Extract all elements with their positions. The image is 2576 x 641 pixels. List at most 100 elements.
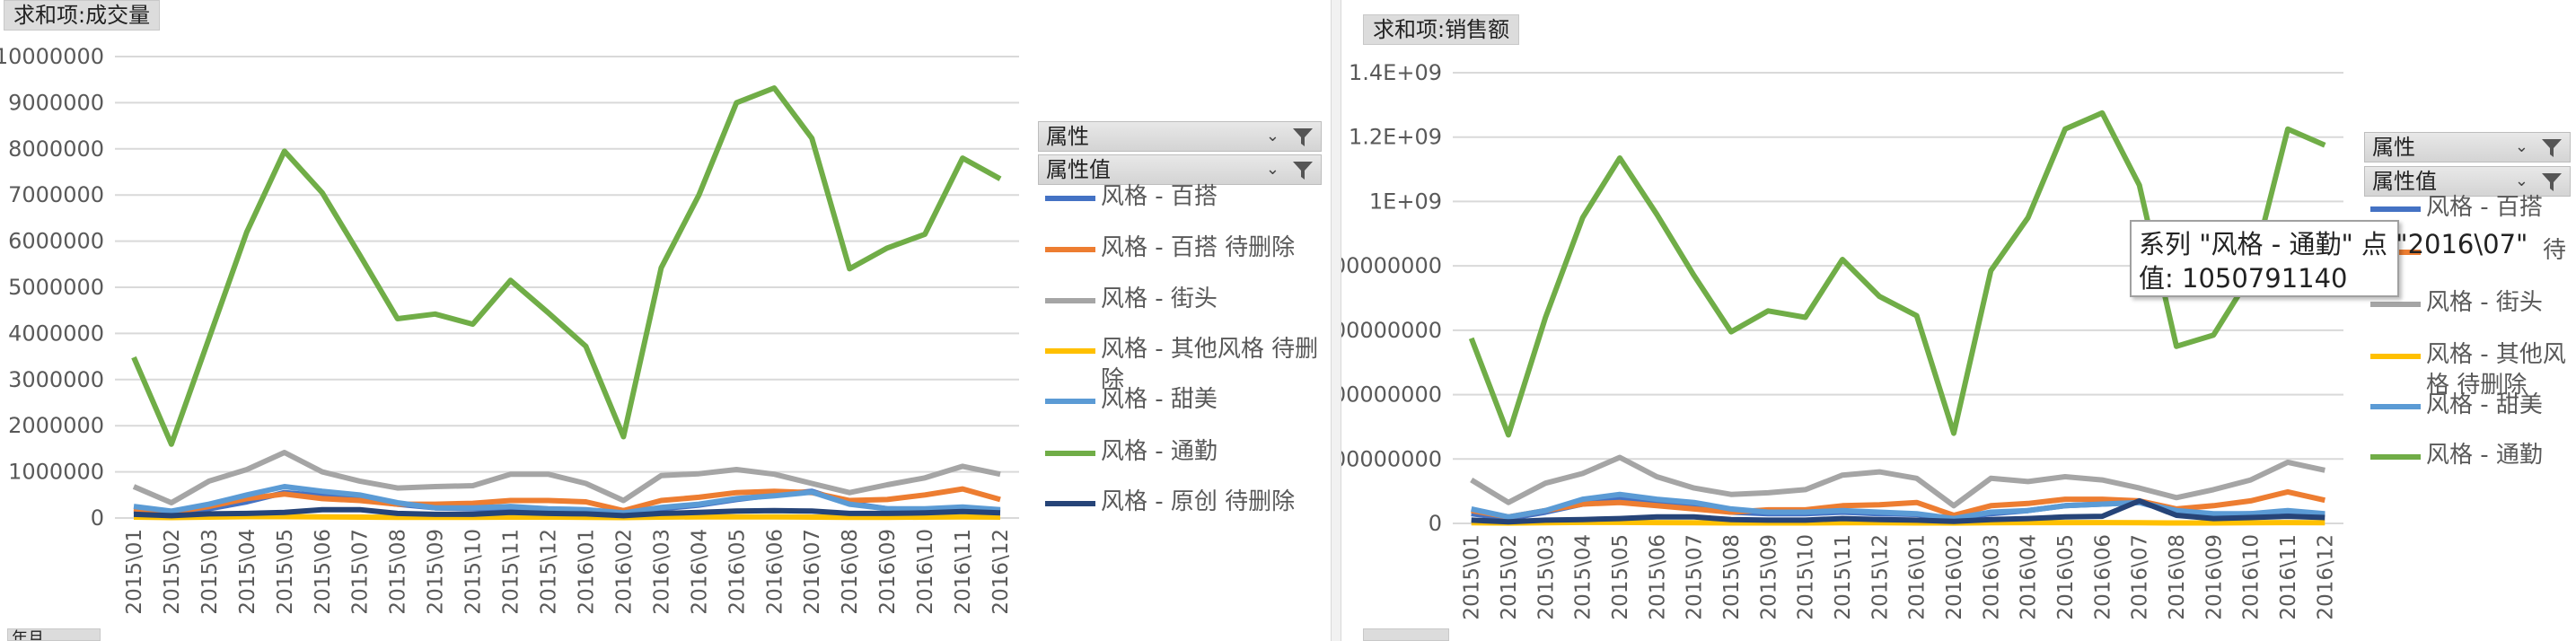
dropdown-arrow-icon: ⌄ bbox=[1265, 160, 1279, 179]
legend-item[interactable]: 风格 - 甜美 bbox=[1045, 384, 1218, 415]
legend-item[interactable]: 风格 - 其他风 bbox=[2370, 339, 2566, 370]
y-tick-label: 1.4E+09 bbox=[1349, 60, 1442, 85]
legend-item[interactable]: 风格 - 百搭 bbox=[1045, 181, 1218, 212]
x-tick-label: 2015\06 bbox=[312, 529, 335, 615]
y-tick-label: 6000000 bbox=[8, 229, 104, 254]
left-row-field-button[interactable]: 年月 bbox=[7, 628, 101, 641]
x-tick-label: 2015\02 bbox=[161, 529, 184, 615]
x-tick-label: 2016\09 bbox=[876, 529, 900, 615]
left-filter-attribute[interactable]: 属性 ⌄ bbox=[1038, 121, 1322, 152]
legend-item-continued: 格 待删除 bbox=[2426, 370, 2527, 400]
legend-item[interactable]: 风格 - 通勤 bbox=[1045, 436, 1218, 467]
series-line[interactable] bbox=[133, 514, 1001, 521]
series-line[interactable] bbox=[1471, 519, 2325, 526]
series-line[interactable] bbox=[132, 450, 1001, 505]
legend-item[interactable]: 风格 - 街头 bbox=[1045, 284, 1218, 314]
legend-label: 风格 - 其他风格 待删 bbox=[1101, 336, 1319, 363]
legend-swatch bbox=[1045, 247, 1095, 252]
x-tick-label: 2016\03 bbox=[650, 529, 673, 615]
x-tick-label: 2016\01 bbox=[1906, 534, 1930, 620]
legend-item[interactable]: 风格 - 通勤 bbox=[2370, 440, 2543, 470]
legend-label: 风格 - 通勤 bbox=[1101, 438, 1218, 465]
series-line[interactable] bbox=[131, 85, 1002, 447]
left-filter-attribute-value-label: 属性值 bbox=[1046, 157, 1111, 182]
x-tick-label: 2015\01 bbox=[123, 529, 146, 615]
dropdown-arrow-icon: ⌄ bbox=[2514, 137, 2528, 156]
x-tick-label: 2016\10 bbox=[2240, 534, 2264, 620]
x-tick-label: 2015\08 bbox=[1720, 534, 1744, 620]
series-line[interactable] bbox=[133, 484, 1001, 516]
y-tick-label: 5000000 bbox=[8, 275, 104, 300]
chart-divider bbox=[1331, 0, 1341, 641]
series-line[interactable] bbox=[1471, 491, 2325, 522]
legend-label: 除 bbox=[1101, 366, 1125, 393]
filter-icon bbox=[2542, 139, 2562, 157]
dropdown-arrow-icon: ⌄ bbox=[2514, 171, 2528, 190]
y-tick-label: 7000000 bbox=[8, 182, 104, 207]
legend-item[interactable]: 风格 - 甜美 bbox=[2370, 390, 2543, 420]
x-tick-label: 2015\01 bbox=[1461, 534, 1484, 620]
x-tick-label: 2016\05 bbox=[725, 529, 749, 615]
x-tick-label: 2015\04 bbox=[236, 529, 259, 615]
legend-label: 风格 - 甜美 bbox=[1101, 386, 1218, 413]
right-legend: 风格 - 百搭 待 风格 - 街头 风格 - 其他风 格 待删除 风格 - 甜美… bbox=[2370, 192, 2572, 488]
left-filter-attribute-value[interactable]: 属性值 ⌄ bbox=[1038, 154, 1322, 185]
x-tick-label: 2016\08 bbox=[2166, 534, 2189, 620]
y-tick-label: 4000000 bbox=[8, 320, 104, 346]
legend-item[interactable]: 风格 - 百搭 bbox=[2370, 192, 2543, 223]
legend-label: 格 待删除 bbox=[2426, 372, 2528, 399]
series-line[interactable] bbox=[133, 486, 1001, 515]
right-value-field-button[interactable]: 求和项:销售额 bbox=[1363, 14, 1520, 45]
legend-item-continued: 除 bbox=[1101, 364, 1124, 395]
x-tick-label: 2016\12 bbox=[989, 529, 1013, 615]
right-filter-attribute[interactable]: 属性 ⌄ bbox=[2364, 132, 2571, 162]
x-tick-label: 2015\09 bbox=[425, 529, 448, 615]
legend-swatch bbox=[1045, 298, 1095, 303]
left-line-chart: 0 1000000 2000000 3000000 4000000 5000000 6000… bbox=[0, 44, 1019, 615]
legend-swatch bbox=[2370, 454, 2421, 460]
y-tick-label: 1000000 bbox=[8, 460, 104, 485]
x-tick-label: 2015\02 bbox=[1498, 534, 1521, 620]
x-tick-label: 2015\09 bbox=[1757, 534, 1780, 620]
legend-swatch bbox=[2370, 302, 2421, 307]
filter-icon bbox=[1293, 128, 1313, 146]
legend-item[interactable]: 风格 - 原创 待删除 bbox=[1045, 487, 1295, 517]
y-tick-label: 400000000 bbox=[1341, 382, 1442, 408]
legend-swatch bbox=[2370, 354, 2421, 359]
legend-item[interactable]: 风格 - 街头 bbox=[2370, 287, 2543, 318]
right-filter-attribute-value-label: 属性值 bbox=[2372, 169, 2437, 194]
x-tick-label: 2016\08 bbox=[839, 529, 862, 615]
y-tick-label: 0 bbox=[91, 505, 104, 531]
legend-swatch bbox=[1045, 501, 1095, 506]
series-line[interactable] bbox=[1468, 110, 2326, 438]
legend-item[interactable]: 风格 - 其他风格 待删 bbox=[1045, 334, 1318, 364]
x-tick-label: 2016\11 bbox=[2277, 534, 2300, 620]
x-tick-label: 2016\07 bbox=[2129, 534, 2152, 620]
y-tick-label: 2000000 bbox=[8, 413, 104, 438]
data-point-tooltip: 系列 "风格 - 通勤" 点 "2016\07" 值: 1050791140 bbox=[2130, 220, 2528, 297]
y-tick-label: 600000000 bbox=[1341, 318, 1442, 343]
series-line[interactable] bbox=[1470, 454, 2325, 509]
x-tick-label: 2015\07 bbox=[1684, 534, 1707, 620]
legend-label: 风格 - 甜美 bbox=[2426, 391, 2543, 418]
right-filter-attribute-value[interactable]: 属性值 ⌄ bbox=[2364, 166, 2571, 197]
series-line[interactable] bbox=[1471, 497, 2325, 525]
x-tick-label: 2016\01 bbox=[575, 529, 598, 615]
x-tick-label: 2016\06 bbox=[763, 529, 787, 615]
left-filter-attribute-label: 属性 bbox=[1046, 124, 1089, 149]
x-tick-label: 2016\10 bbox=[914, 529, 937, 615]
legend-swatch bbox=[2370, 206, 2421, 212]
left-value-field-button[interactable]: 求和项:成交量 bbox=[4, 0, 161, 31]
x-tick-label: 2016\11 bbox=[952, 529, 975, 615]
x-tick-label: 2015\11 bbox=[1832, 534, 1855, 620]
y-tick-label: 1.2E+09 bbox=[1349, 125, 1442, 150]
series-line[interactable] bbox=[133, 506, 1001, 519]
filter-icon bbox=[1293, 162, 1313, 180]
x-tick-label: 2016\05 bbox=[2054, 534, 2078, 620]
legend-item[interactable]: 风格 - 百搭 待删除 bbox=[1045, 233, 1295, 263]
x-tick-label: 2016\03 bbox=[1980, 534, 2003, 620]
y-tick-label: 0 bbox=[1429, 511, 1442, 536]
y-tick-label: 8000000 bbox=[8, 136, 104, 162]
x-tick-label: 2015\06 bbox=[1646, 534, 1669, 620]
right-row-field-button[interactable] bbox=[1363, 628, 1449, 641]
